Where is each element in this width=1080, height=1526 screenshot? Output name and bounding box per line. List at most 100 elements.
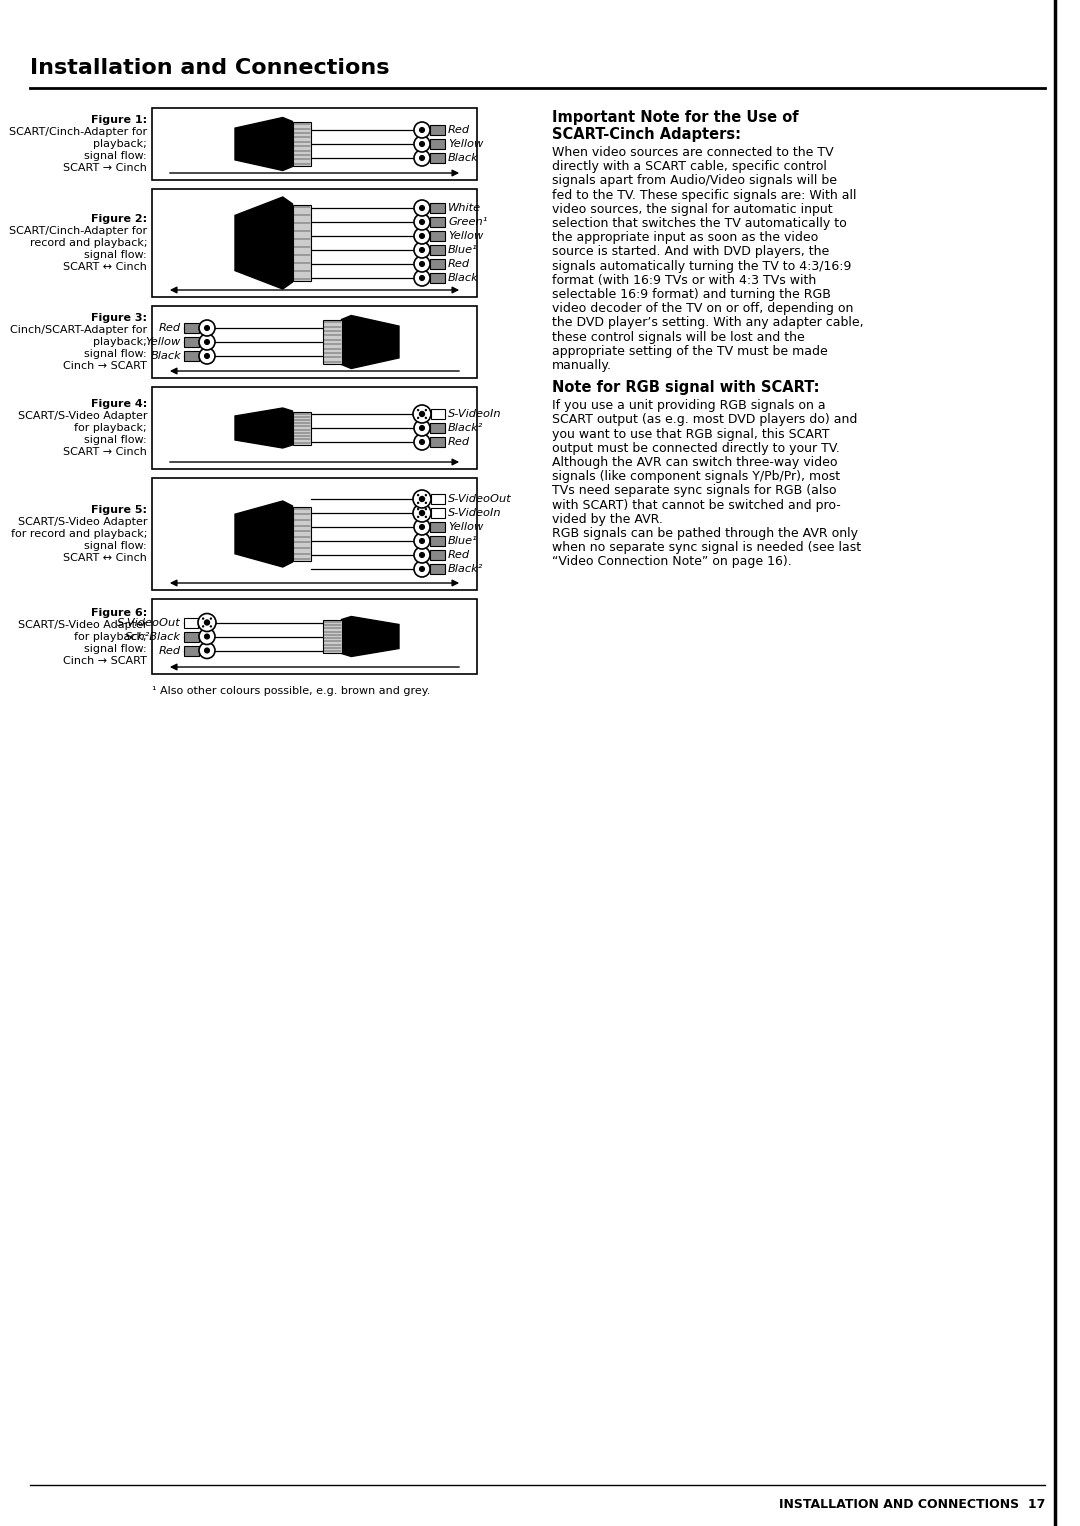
Circle shape bbox=[419, 206, 424, 211]
Text: signal flow:: signal flow: bbox=[84, 151, 147, 162]
Polygon shape bbox=[341, 316, 399, 368]
Text: Yellow: Yellow bbox=[448, 522, 483, 533]
Text: “Video Connection Note” on page 16).: “Video Connection Note” on page 16). bbox=[552, 555, 792, 568]
Circle shape bbox=[419, 156, 424, 160]
Text: SCART output (as e.g. most DVD players do) and: SCART output (as e.g. most DVD players d… bbox=[552, 414, 858, 426]
Bar bbox=[430, 522, 445, 533]
Bar bbox=[184, 618, 198, 627]
Text: Black: Black bbox=[448, 153, 478, 163]
Circle shape bbox=[417, 494, 419, 496]
Bar bbox=[184, 324, 199, 333]
Circle shape bbox=[414, 122, 430, 137]
Bar bbox=[430, 549, 445, 560]
Text: Red: Red bbox=[448, 436, 470, 447]
Bar bbox=[430, 153, 445, 163]
Bar bbox=[293, 204, 311, 281]
Text: signal flow:: signal flow: bbox=[84, 250, 147, 259]
Text: SCART/Cinch-Adapter for: SCART/Cinch-Adapter for bbox=[9, 127, 147, 137]
Text: signals automatically turning the TV to 4:3/16:9: signals automatically turning the TV to … bbox=[552, 259, 851, 273]
Text: Red: Red bbox=[448, 125, 470, 134]
Text: format (with 16:9 TVs or with 4:3 TVs with: format (with 16:9 TVs or with 4:3 TVs wi… bbox=[552, 273, 816, 287]
Circle shape bbox=[417, 502, 419, 504]
Text: Black: Black bbox=[448, 273, 478, 282]
Text: SCART → Cinch: SCART → Cinch bbox=[63, 163, 147, 172]
Text: Figure 4:: Figure 4: bbox=[91, 398, 147, 409]
Text: S-VideoIn: S-VideoIn bbox=[448, 508, 501, 517]
Bar bbox=[293, 507, 311, 562]
Circle shape bbox=[417, 417, 419, 420]
Bar bbox=[431, 494, 445, 504]
Text: If you use a unit providing RGB signals on a: If you use a unit providing RGB signals … bbox=[552, 400, 825, 412]
Bar bbox=[152, 478, 477, 591]
Bar bbox=[293, 412, 311, 444]
Circle shape bbox=[419, 261, 424, 267]
Text: output must be connected directly to your TV.: output must be connected directly to you… bbox=[552, 443, 840, 455]
Circle shape bbox=[204, 620, 211, 626]
Text: fed to the TV. These specific signals are: With all: fed to the TV. These specific signals ar… bbox=[552, 189, 856, 201]
Text: Sch²Black: Sch²Black bbox=[125, 632, 181, 641]
Circle shape bbox=[419, 142, 424, 146]
Circle shape bbox=[419, 247, 424, 252]
Text: INSTALLATION AND CONNECTIONS  17: INSTALLATION AND CONNECTIONS 17 bbox=[779, 1499, 1045, 1511]
Circle shape bbox=[414, 256, 430, 272]
Circle shape bbox=[202, 626, 204, 627]
Text: source is started. And with DVD players, the: source is started. And with DVD players,… bbox=[552, 246, 829, 258]
Text: signal flow:: signal flow: bbox=[84, 435, 147, 446]
Text: the DVD player’s setting. With any adapter cable,: the DVD player’s setting. With any adapt… bbox=[552, 316, 864, 330]
Polygon shape bbox=[341, 617, 399, 656]
Bar bbox=[152, 189, 477, 298]
Circle shape bbox=[414, 200, 430, 217]
Text: Figure 3:: Figure 3: bbox=[91, 313, 147, 324]
Text: SCART ↔ Cinch: SCART ↔ Cinch bbox=[63, 262, 147, 272]
Text: Black²: Black² bbox=[448, 423, 483, 433]
Text: Black²: Black² bbox=[448, 565, 483, 574]
Bar bbox=[430, 125, 445, 134]
Bar bbox=[430, 536, 445, 546]
Text: TVs need separate sync signals for RGB (also: TVs need separate sync signals for RGB (… bbox=[552, 484, 837, 497]
Text: SCART/Cinch-Adapter for: SCART/Cinch-Adapter for bbox=[9, 226, 147, 237]
Text: Figure 5:: Figure 5: bbox=[91, 505, 147, 514]
Circle shape bbox=[419, 510, 426, 516]
Circle shape bbox=[210, 626, 212, 627]
Circle shape bbox=[413, 504, 431, 522]
Text: these control signals will be lost and the: these control signals will be lost and t… bbox=[552, 331, 805, 343]
Circle shape bbox=[204, 633, 210, 639]
Text: Blue¹: Blue¹ bbox=[448, 246, 477, 255]
Circle shape bbox=[424, 508, 427, 510]
Text: Yellow: Yellow bbox=[448, 139, 483, 150]
Bar bbox=[430, 273, 445, 282]
Circle shape bbox=[414, 420, 430, 436]
Text: Green¹: Green¹ bbox=[448, 217, 487, 227]
Circle shape bbox=[414, 214, 430, 230]
Circle shape bbox=[199, 320, 215, 336]
Text: Blue¹: Blue¹ bbox=[448, 536, 477, 546]
Text: Important Note for the Use of: Important Note for the Use of bbox=[552, 110, 798, 125]
Circle shape bbox=[210, 618, 212, 620]
Text: signal flow:: signal flow: bbox=[84, 644, 147, 653]
Text: S-VideoIn: S-VideoIn bbox=[448, 409, 501, 420]
Text: signals (like component signals Y/Pb/Pr), most: signals (like component signals Y/Pb/Pr)… bbox=[552, 470, 840, 484]
Circle shape bbox=[417, 516, 419, 519]
Bar bbox=[184, 337, 199, 346]
Polygon shape bbox=[235, 501, 293, 568]
Text: signal flow:: signal flow: bbox=[84, 542, 147, 551]
Text: Cinch/SCART-Adapter for: Cinch/SCART-Adapter for bbox=[10, 325, 147, 336]
Circle shape bbox=[414, 136, 430, 153]
Text: SCART ↔ Cinch: SCART ↔ Cinch bbox=[63, 552, 147, 563]
Circle shape bbox=[419, 426, 424, 430]
Circle shape bbox=[414, 150, 430, 166]
Circle shape bbox=[424, 409, 427, 412]
Text: Black: Black bbox=[150, 351, 181, 362]
Circle shape bbox=[204, 339, 210, 345]
Circle shape bbox=[413, 404, 431, 423]
Polygon shape bbox=[235, 118, 293, 171]
Circle shape bbox=[419, 525, 424, 530]
Text: playback;: playback; bbox=[93, 337, 147, 346]
Text: signal flow:: signal flow: bbox=[84, 349, 147, 359]
Circle shape bbox=[204, 649, 210, 653]
Circle shape bbox=[424, 417, 427, 420]
Bar bbox=[431, 508, 445, 517]
Bar bbox=[430, 203, 445, 214]
Circle shape bbox=[419, 220, 424, 224]
Circle shape bbox=[419, 539, 424, 543]
